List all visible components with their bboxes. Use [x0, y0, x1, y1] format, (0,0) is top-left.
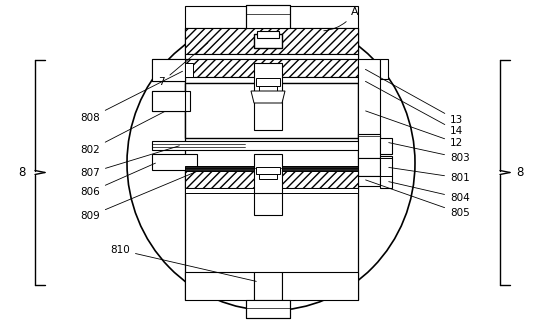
- Bar: [152, 141, 388, 150]
- Bar: [254, 63, 282, 130]
- Bar: [152, 91, 190, 111]
- Bar: [152, 91, 185, 111]
- Bar: [254, 34, 282, 48]
- Text: 14: 14: [365, 81, 463, 136]
- Bar: [185, 59, 358, 77]
- Bar: [380, 59, 388, 79]
- Text: 806: 806: [80, 163, 156, 197]
- Bar: [259, 86, 277, 91]
- Bar: [185, 63, 193, 77]
- Text: 7: 7: [158, 43, 208, 87]
- Bar: [185, 77, 358, 83]
- Text: 803: 803: [389, 143, 470, 163]
- Text: 804: 804: [389, 181, 470, 203]
- Text: 12: 12: [366, 111, 463, 148]
- Text: 809: 809: [80, 169, 202, 221]
- Bar: [152, 154, 197, 170]
- Bar: [185, 6, 358, 28]
- Bar: [380, 138, 392, 154]
- Bar: [152, 59, 185, 81]
- Text: 808: 808: [80, 71, 183, 123]
- Bar: [358, 158, 380, 176]
- Text: 801: 801: [389, 167, 470, 183]
- Bar: [358, 134, 380, 158]
- Text: A: A: [324, 7, 359, 31]
- Bar: [254, 154, 282, 194]
- Bar: [185, 170, 358, 188]
- Text: 805: 805: [366, 180, 470, 218]
- Ellipse shape: [127, 15, 415, 311]
- Bar: [246, 300, 290, 318]
- Bar: [185, 166, 358, 171]
- Text: 8: 8: [18, 166, 25, 180]
- Bar: [256, 78, 280, 86]
- Bar: [185, 83, 358, 138]
- Bar: [380, 156, 392, 188]
- Text: 810: 810: [110, 245, 256, 281]
- Bar: [254, 272, 282, 300]
- Text: 13: 13: [365, 69, 463, 125]
- Text: 807: 807: [80, 146, 179, 178]
- Bar: [254, 193, 282, 215]
- Polygon shape: [251, 91, 285, 103]
- Bar: [152, 59, 185, 81]
- Bar: [358, 176, 380, 186]
- Bar: [246, 5, 290, 28]
- Bar: [185, 54, 358, 59]
- Bar: [256, 167, 280, 174]
- Bar: [358, 59, 380, 138]
- Bar: [185, 272, 254, 300]
- Bar: [185, 188, 358, 193]
- Bar: [257, 31, 279, 38]
- Bar: [185, 28, 358, 54]
- Bar: [282, 272, 358, 300]
- Text: 802: 802: [80, 102, 183, 155]
- Bar: [259, 174, 277, 179]
- Text: 8: 8: [517, 166, 524, 180]
